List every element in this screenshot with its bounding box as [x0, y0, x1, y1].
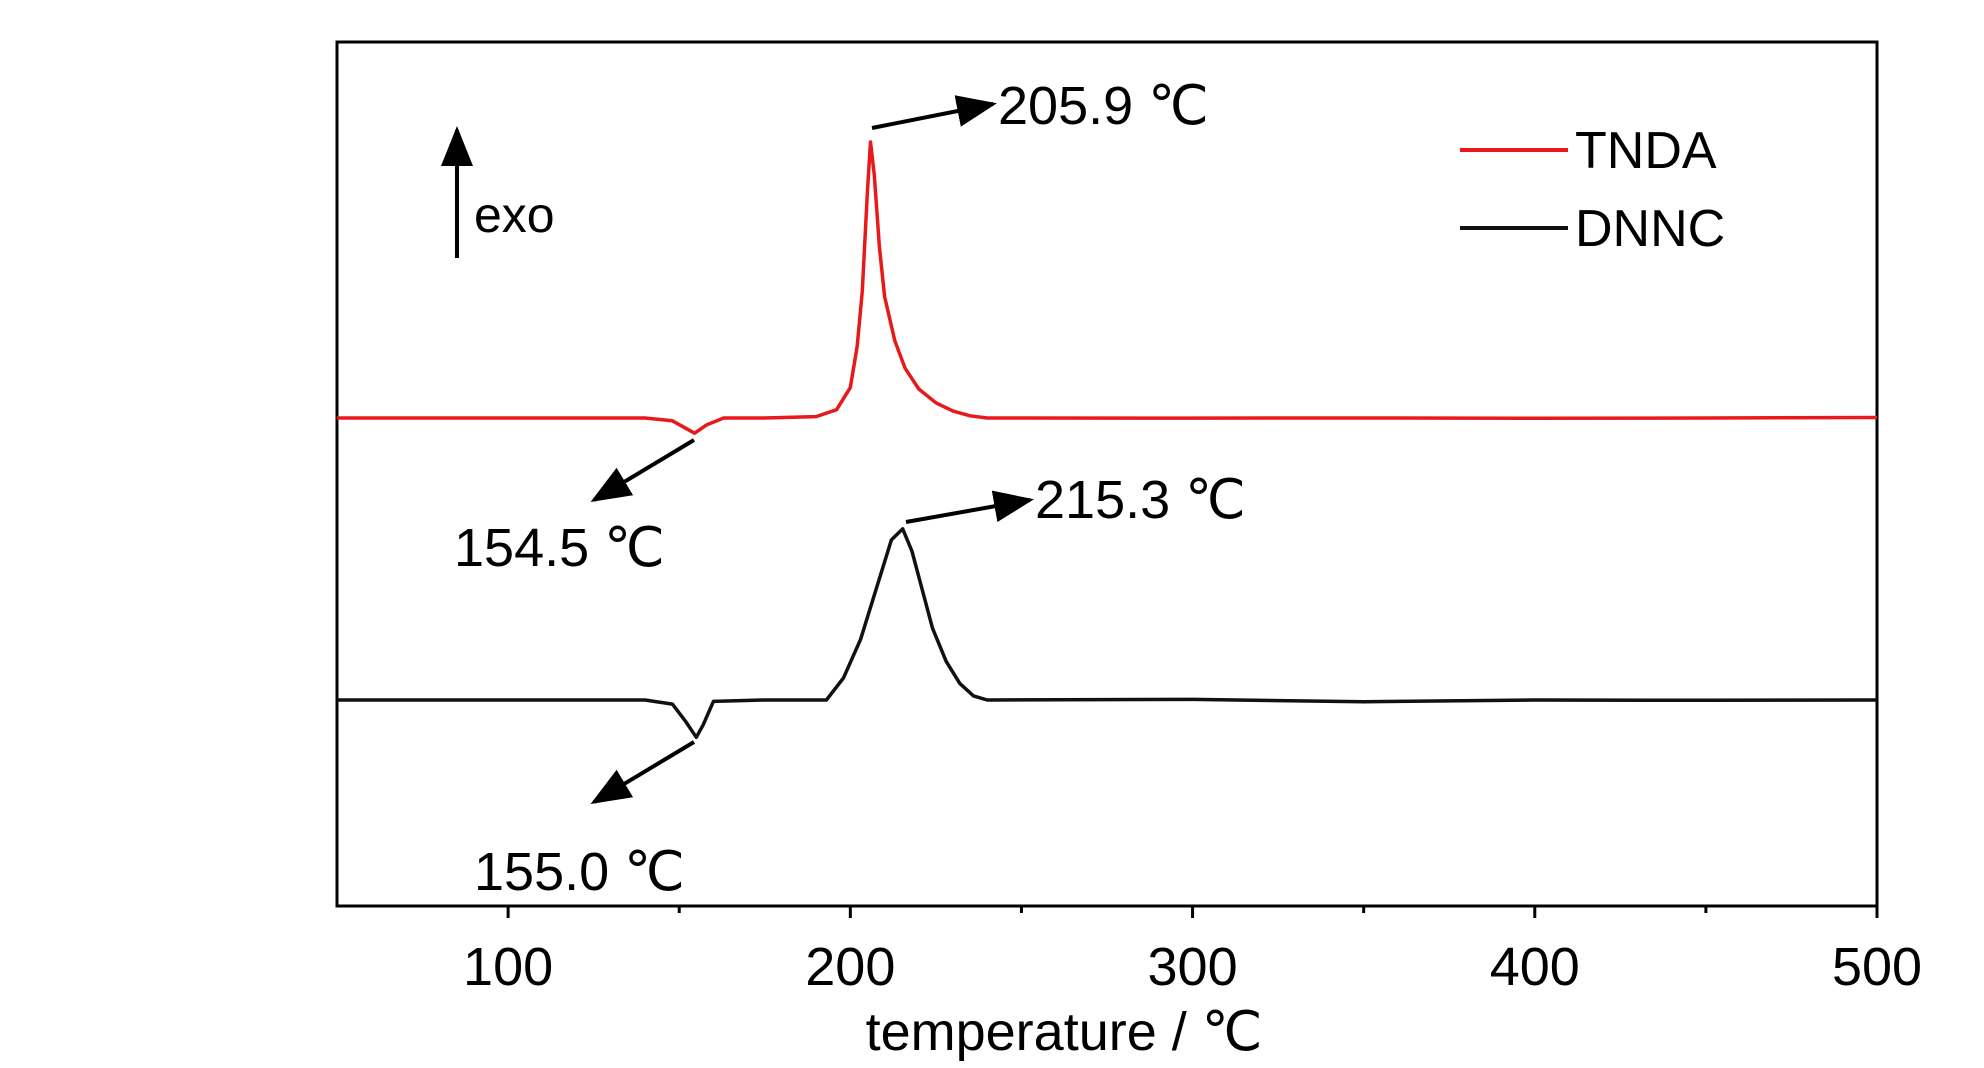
series-layer	[337, 140, 1878, 740]
legend: TNDA DNNC	[1460, 122, 1725, 258]
dnnc-peak-arrow	[905, 490, 1034, 524]
dnnc-dip-label: 155.0 ℃	[474, 842, 685, 902]
series-line-tnda	[337, 140, 1878, 435]
legend-label-dnnc: DNNC	[1575, 200, 1725, 258]
dnnc-peak-label: 215.3 ℃	[1035, 470, 1246, 530]
x-tick-label: 400	[1490, 937, 1580, 997]
x-tick-label: 300	[1148, 937, 1238, 997]
series-line-dnnc	[337, 527, 1878, 740]
x-axis-ticks	[506, 906, 1879, 918]
x-tick-label: 500	[1832, 937, 1922, 997]
x-tick-label: 100	[463, 937, 553, 997]
tnda-dip-label: 154.5 ℃	[454, 518, 665, 578]
plot-frame	[335, 40, 1879, 908]
tnda-peak-label: 205.9 ℃	[998, 76, 1209, 136]
tnda-dip-arrow	[590, 438, 696, 503]
x-axis-title: temperature / ℃	[866, 1002, 1263, 1062]
exo-label: exo	[474, 187, 555, 243]
dnnc-dip-arrow	[590, 740, 696, 805]
tnda-peak-arrow	[871, 95, 997, 130]
x-tick-label: 200	[805, 937, 895, 997]
legend-label-tnda: TNDA	[1575, 122, 1717, 180]
x-axis-tick-labels: 100 200 300 400 500	[463, 937, 1922, 997]
